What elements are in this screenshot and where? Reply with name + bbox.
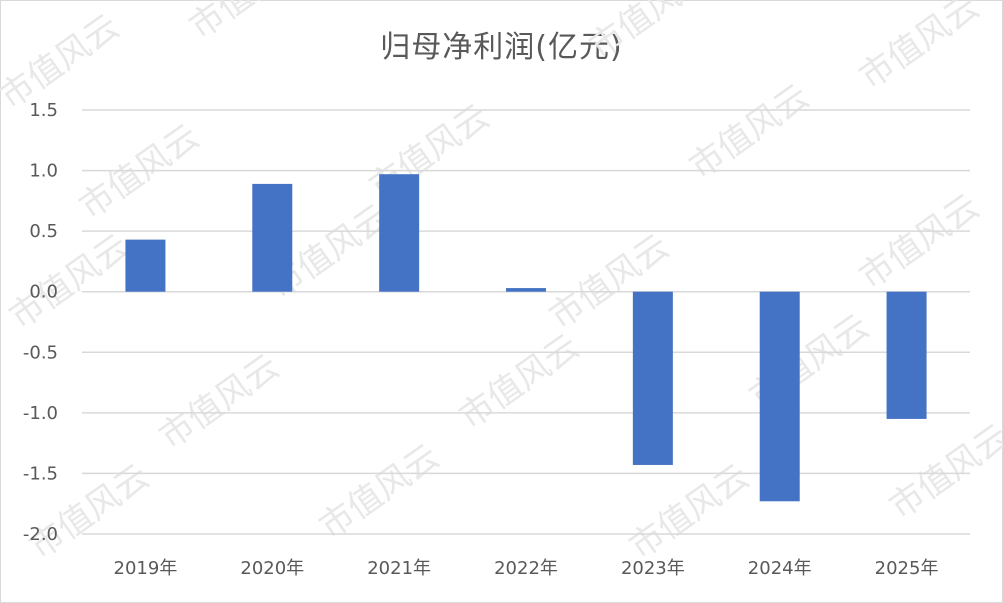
x-tick-label: 2019年	[114, 558, 178, 579]
x-axis-labels: 2019年 2020年 2021年 2022年 2023年 2024年 2025年	[114, 558, 939, 579]
bar-2020年	[252, 183, 293, 292]
chart-title: 归母净利润(亿元)	[380, 30, 623, 65]
y-tick-label: -1.0	[23, 403, 58, 424]
x-tick-label: 2020年	[240, 558, 304, 579]
watermark-text: 市值风云	[852, 0, 986, 97]
bars	[125, 174, 927, 502]
x-tick-label: 2021年	[367, 558, 431, 579]
bar-2024年	[759, 291, 800, 502]
y-tick-label: -0.5	[23, 342, 58, 363]
watermark-text: 市值风云	[72, 117, 206, 228]
y-tick-label: -2.0	[23, 524, 58, 545]
watermark-text: 市值风云	[152, 347, 286, 458]
y-axis-labels: 1.5 1.0 0.5 0.0 -0.5 -1.0 -1.5 -2.0	[23, 100, 58, 545]
x-tick-label: 2023年	[621, 558, 685, 579]
watermark-text: 市值风云	[312, 437, 446, 548]
watermark-text: 市值风云	[2, 227, 136, 338]
bar-2019年	[125, 239, 166, 292]
watermark-text: 市值风云	[0, 7, 127, 118]
watermark-text: 市值风云	[452, 327, 586, 438]
y-tick-label: -1.5	[23, 463, 58, 484]
watermark-text: 市值风云	[582, 0, 716, 67]
bar-2025年	[886, 291, 927, 419]
watermark-text: 市值风云	[882, 417, 1003, 528]
watermark-text: 市值风云	[852, 187, 986, 298]
gridlines	[82, 109, 970, 535]
y-tick-label: 1.0	[29, 161, 58, 182]
x-tick-label: 2025年	[875, 558, 939, 579]
bar-2022年	[506, 288, 546, 292]
y-tick-label: 0.5	[29, 221, 58, 242]
x-tick-label: 2022年	[494, 558, 558, 579]
y-tick-label: 1.5	[29, 100, 58, 121]
bar-2023年	[632, 291, 673, 465]
x-tick-label: 2024年	[748, 558, 812, 579]
watermark-text: 市值风云	[182, 0, 316, 47]
bar-2021年	[379, 174, 420, 292]
y-tick-label: 0.0	[29, 282, 58, 303]
